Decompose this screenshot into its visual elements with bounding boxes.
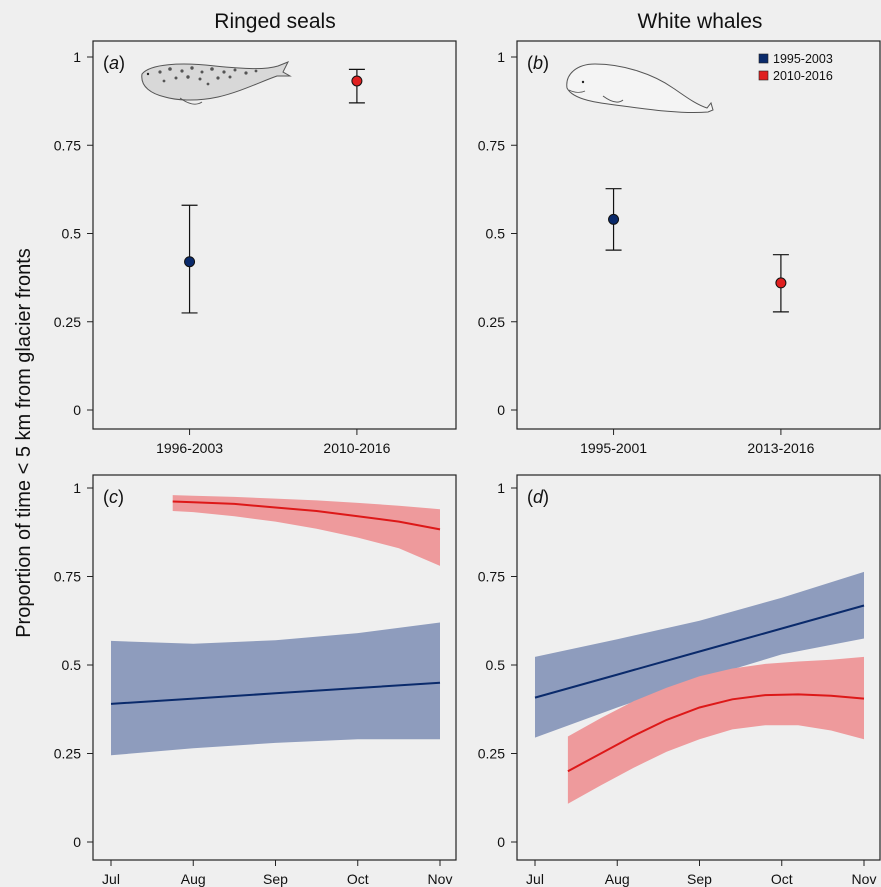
y-tick-label-b-2: 0.5 <box>486 226 506 242</box>
ci-band-red-c <box>172 495 440 566</box>
title-ringed-seals: Ringed seals <box>214 10 335 33</box>
y-tick-label-b-4: 1 <box>497 49 505 65</box>
x-tick-label-c-1: Aug <box>181 871 206 887</box>
y-tick-label-a-2: 0.5 <box>62 226 82 242</box>
legend-swatch-2010-2016 <box>758 70 769 81</box>
y-tick-label-a-0: 0 <box>73 402 81 418</box>
trend-line-blue-d <box>534 604 865 699</box>
x-tick-label-a-0: 1996-2003 <box>156 440 223 456</box>
y-tick-label-a-1: 0.25 <box>54 314 81 330</box>
x-tick-label-d-3: Oct <box>771 871 793 887</box>
plot-frame-a <box>92 40 457 430</box>
x-tick-label-b-1: 2013-2016 <box>747 440 814 456</box>
panel-d: 0 0.25 0.5 0.75 1 (d) Jul Aug Sep Oct Nov <box>478 474 881 887</box>
plot-frame-d <box>516 474 881 861</box>
panel-b: 0 0.25 0.5 0.75 1 (b) 1995-2001 2013-2016 <box>478 40 881 456</box>
ringed-seal-icon <box>141 61 292 105</box>
plot-frame-b <box>516 40 881 430</box>
trend-line-red-d <box>567 693 865 773</box>
legend-swatch-1995-2003 <box>758 53 769 64</box>
x-tick-label-c-2: Sep <box>263 871 288 887</box>
x-tick-label-d-0: Jul <box>526 871 544 887</box>
panel-label-a: (a) <box>103 53 125 73</box>
y-tick-label-d-4: 1 <box>497 480 505 496</box>
x-tick-label-d-4: Nov <box>852 871 877 887</box>
panel-c: 0 0.25 0.5 0.75 1 (c) Jul Aug Sep Oct Nov <box>54 474 457 887</box>
y-tick-label-a-3: 0.75 <box>54 137 81 153</box>
y-tick-label-b-1: 0.25 <box>478 314 505 330</box>
panel-label-c: (c) <box>103 487 124 507</box>
trend-line-blue-c <box>110 681 441 705</box>
panel-label-d: (d) <box>527 487 549 507</box>
plot-frame-c <box>92 474 457 861</box>
x-tick-label-b-0: 1995-2001 <box>580 440 647 456</box>
ci-band-blue-d <box>535 571 864 738</box>
x-tick-label-c-3: Oct <box>347 871 369 887</box>
legend-label-2010-2016: 2010-2016 <box>773 69 833 83</box>
y-tick-label-c-0: 0 <box>73 834 81 850</box>
y-tick-label-d-1: 0.25 <box>478 746 505 762</box>
y-tick-label-c-3: 0.75 <box>54 569 81 585</box>
title-white-whales: White whales <box>638 10 763 33</box>
y-tick-label-c-4: 1 <box>73 480 81 496</box>
y-tick-label-d-2: 0.5 <box>486 657 506 673</box>
y-tick-label-d-3: 0.75 <box>478 569 505 585</box>
legend-label-1995-2003: 1995-2003 <box>773 52 833 66</box>
y-axis-label: Proportion of time < 5 km from glacier f… <box>13 248 35 638</box>
trend-line-red-c <box>172 500 441 531</box>
y-tick-label-b-3: 0.75 <box>478 137 505 153</box>
data-point-a-0 <box>184 256 196 268</box>
data-point-b-1 <box>775 277 787 289</box>
legend: 1995-2003 2010-2016 <box>758 52 833 83</box>
y-tick-label-a-4: 1 <box>73 49 81 65</box>
data-point-b-0 <box>608 213 620 225</box>
x-tick-label-c-0: Jul <box>102 871 120 887</box>
x-tick-label-a-1: 2010-2016 <box>323 440 390 456</box>
x-tick-label-c-4: Nov <box>428 871 453 887</box>
y-tick-label-b-0: 0 <box>497 402 505 418</box>
data-point-a-1 <box>351 75 363 87</box>
panel-a: 0 0.25 0.5 0.75 1 (a) 1996-2003 2010-2016 <box>54 40 457 456</box>
x-tick-label-d-2: Sep <box>687 871 712 887</box>
y-tick-label-c-1: 0.25 <box>54 746 81 762</box>
y-tick-label-d-0: 0 <box>497 834 505 850</box>
x-tick-label-d-1: Aug <box>605 871 630 887</box>
y-tick-label-c-2: 0.5 <box>62 657 82 673</box>
white-whale-icon <box>566 63 714 114</box>
ci-band-blue-c <box>111 622 440 756</box>
panel-label-b: (b) <box>527 53 549 73</box>
